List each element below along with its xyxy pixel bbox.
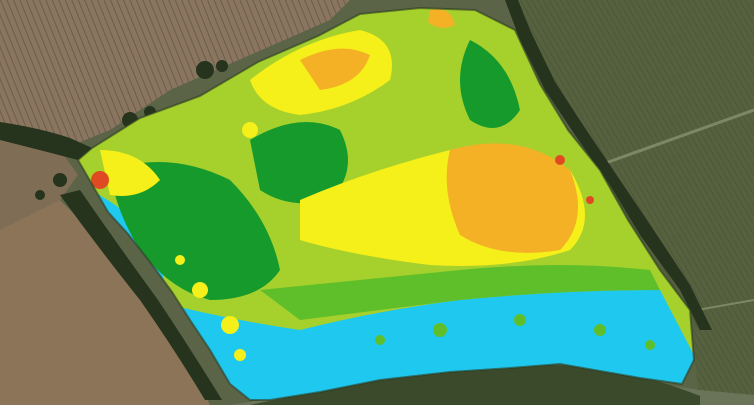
field-plowed-top-left	[0, 0, 350, 150]
speckles-green	[375, 314, 655, 350]
zone-medium-high-left	[100, 150, 160, 196]
zone-very-high-spot-3	[586, 196, 594, 204]
zone-low-right	[460, 40, 520, 128]
speckles	[175, 122, 258, 361]
zone-very-high-spot-2	[555, 155, 565, 165]
zone-low-strip	[260, 265, 660, 320]
field-brown-left	[0, 200, 210, 405]
zone-high-right	[446, 143, 578, 253]
zone-high-top	[300, 48, 370, 90]
field-boundary-line	[599, 108, 754, 167]
hedgerows	[0, 0, 712, 405]
zone-low-upper	[250, 122, 348, 204]
field-left-strip	[0, 130, 78, 230]
zone-low-band	[110, 162, 280, 300]
zone-very-high-spot-1	[91, 171, 109, 189]
field-outline	[76, 6, 696, 401]
zone-high-upper-right	[428, 9, 455, 28]
